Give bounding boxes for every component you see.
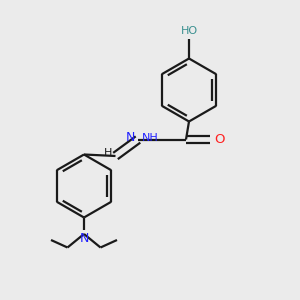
Text: HO: HO: [180, 26, 198, 36]
Text: N: N: [126, 130, 136, 144]
Text: N: N: [79, 232, 89, 245]
Text: O: O: [214, 133, 225, 146]
Text: H: H: [104, 148, 112, 158]
Text: NH: NH: [142, 133, 159, 143]
